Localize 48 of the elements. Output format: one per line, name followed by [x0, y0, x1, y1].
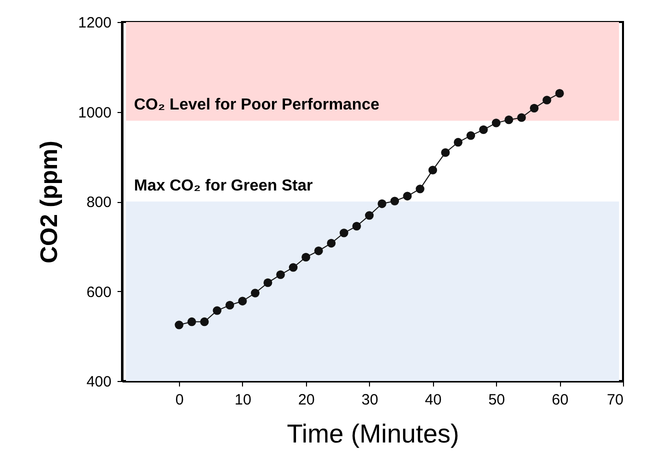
point: [314, 246, 323, 256]
point: [365, 211, 374, 220]
point: [276, 270, 285, 279]
point: [555, 89, 564, 98]
point: [542, 96, 552, 104]
point: [530, 104, 539, 112]
point: [250, 288, 260, 298]
point: [212, 306, 222, 315]
x-tick-label: 20: [298, 392, 315, 408]
point: [454, 138, 462, 147]
point: [504, 116, 514, 124]
x-axis-title: Time (Minutes): [286, 418, 460, 448]
band-label: CO₂ Level for Poor Performance: [134, 96, 380, 114]
x-tick-label: 50: [488, 392, 506, 408]
point: [441, 148, 450, 157]
point: [517, 113, 526, 122]
point: [352, 222, 361, 231]
point: [416, 184, 424, 194]
point: [187, 317, 196, 326]
point: [403, 192, 412, 200]
point: [264, 278, 272, 288]
point: [288, 263, 298, 272]
point: [492, 118, 500, 128]
y-tick-label: 600: [86, 284, 112, 301]
point: [174, 320, 184, 330]
y-axis-title: CO2 (ppm): [36, 140, 64, 264]
band-label: Max CO₂ for Green Star: [134, 178, 313, 194]
point: [479, 125, 488, 134]
y-tick-label: 400: [86, 374, 112, 390]
point: [200, 317, 209, 326]
x-tick-label: 0: [175, 392, 184, 408]
point: [428, 166, 438, 174]
point: [238, 296, 247, 306]
point: [326, 238, 336, 248]
y-tick-label: 1000: [78, 104, 112, 122]
x-tick-label: 40: [424, 392, 442, 408]
point: [225, 300, 234, 310]
point: [340, 228, 348, 238]
y-tick-label: 800: [86, 194, 112, 211]
y-tick-label: 1200: [78, 14, 112, 32]
point: [378, 199, 386, 208]
x-tick-label: 10: [234, 392, 252, 408]
point: [302, 252, 310, 262]
point: [390, 196, 400, 206]
x-tick-label: 60: [552, 392, 568, 408]
x-tick-label: 30: [361, 392, 378, 408]
x-tick-label: 70: [606, 392, 624, 408]
point: [466, 131, 476, 140]
